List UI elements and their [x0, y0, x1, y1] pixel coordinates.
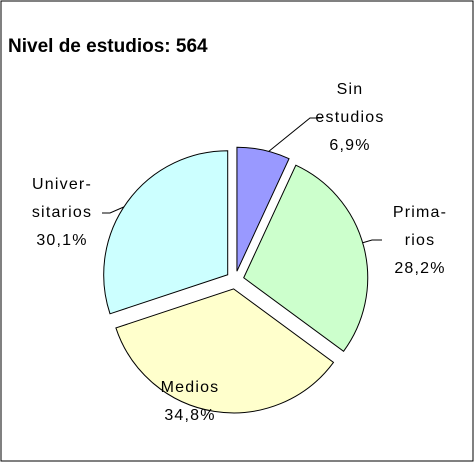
slice-label: Univer- — [32, 176, 92, 193]
pie-slice — [243, 164, 369, 352]
value-label: 28,2% — [394, 260, 445, 277]
slice-label: rios — [405, 232, 436, 249]
leader-line — [267, 117, 322, 153]
slice-label: sitarios — [32, 204, 92, 221]
pie-slice — [103, 150, 229, 315]
leader-line — [102, 205, 127, 214]
slice-label: Sin — [337, 81, 364, 98]
pie-slice — [236, 146, 290, 272]
value-label: 30,1% — [36, 232, 87, 249]
pie-slice — [115, 288, 335, 414]
slice-label: Medios — [161, 379, 220, 396]
slice-label: Prima- — [393, 204, 447, 221]
value-label: 34,8% — [164, 407, 215, 424]
value-label: 6,9% — [329, 137, 370, 154]
slice-label: estudios — [315, 109, 384, 126]
chart-title: Nivel de estudios: 564 — [8, 36, 208, 57]
